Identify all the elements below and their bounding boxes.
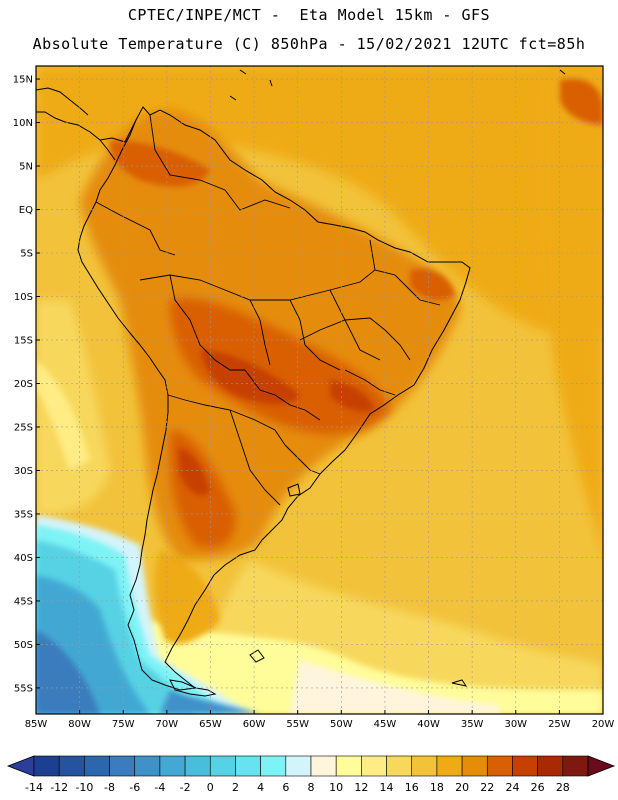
country-borders bbox=[95, 114, 441, 506]
colorbar-label: -8 bbox=[104, 781, 115, 794]
colorbar-swatch bbox=[58, 755, 85, 777]
colorbar-swatch bbox=[33, 755, 60, 777]
lon-label: 40W bbox=[417, 719, 440, 730]
colorbar-swatch bbox=[159, 755, 186, 777]
colorbar bbox=[6, 755, 616, 777]
colorbar-swatch bbox=[461, 755, 488, 777]
lat-label: 30S bbox=[14, 466, 33, 477]
lon-label: 35W bbox=[461, 719, 484, 730]
lat-label: 10S bbox=[14, 292, 33, 303]
colorbar-label: 28 bbox=[556, 781, 570, 794]
lat-label: 15S bbox=[14, 335, 33, 346]
lat-label: EQ bbox=[19, 205, 33, 216]
lat-label: 10N bbox=[13, 118, 33, 129]
lon-label: 65W bbox=[199, 719, 222, 730]
colorbar-label: -10 bbox=[75, 781, 93, 794]
colorbar-swatch bbox=[285, 755, 312, 777]
lat-label: 25S bbox=[14, 422, 33, 433]
lat-label: 40S bbox=[14, 553, 33, 564]
colorbar-swatch bbox=[84, 755, 110, 777]
colorbar-swatch bbox=[335, 755, 362, 777]
colorbar-swatch bbox=[562, 755, 589, 777]
colorbar-label: -4 bbox=[154, 781, 165, 794]
map-frame bbox=[35, 65, 604, 715]
lat-label: 55S bbox=[14, 683, 33, 694]
colorbar-label: 4 bbox=[257, 781, 264, 794]
colorbar-label: -14 bbox=[25, 781, 43, 794]
lat-label: 35S bbox=[14, 509, 33, 520]
lon-label: 55W bbox=[286, 719, 309, 730]
colorbar-swatch bbox=[361, 755, 387, 777]
colorbar-swatch bbox=[134, 755, 161, 777]
lat-label: 5N bbox=[19, 162, 33, 173]
colorbar-swatch bbox=[235, 755, 261, 777]
colorbar-label: -12 bbox=[50, 781, 68, 794]
colorbar-swatch bbox=[537, 755, 564, 777]
lat-label: 20S bbox=[14, 379, 33, 390]
colorbar-label: 10 bbox=[329, 781, 343, 794]
colorbar-label: 22 bbox=[480, 781, 494, 794]
colorbar-label: 18 bbox=[430, 781, 444, 794]
colorbar-label: 2 bbox=[232, 781, 239, 794]
colorbar-label: 0 bbox=[207, 781, 214, 794]
lon-label: 45W bbox=[374, 719, 397, 730]
colorbar-swatch bbox=[260, 755, 287, 777]
temperature-field bbox=[36, 66, 603, 714]
title-line-2: Absolute Temperature (C) 850hPa - 15/02/… bbox=[32, 35, 586, 53]
colorbar-label: 12 bbox=[354, 781, 368, 794]
lon-label: 70W bbox=[156, 719, 179, 730]
colorbar-label: 20 bbox=[455, 781, 469, 794]
lon-label: 85W bbox=[25, 719, 48, 730]
colorbar-swatch bbox=[386, 755, 413, 777]
colorbar-label: 8 bbox=[308, 781, 315, 794]
latitude-labels: 15N 10N 5N EQ 5S 10S 15S 20S 25S 30S 35S 40S 45S 50S 5… bbox=[13, 75, 40, 694]
colorbar-label: -6 bbox=[129, 781, 140, 794]
lon-label: 80W bbox=[68, 719, 91, 730]
colorbar-swatch bbox=[436, 755, 463, 777]
longitude-labels: 85W 80W 75W 70W 65W 60W 55W 50W 45W 40W 35W 30W 25W 2… bbox=[25, 710, 615, 730]
colorbar-label: 24 bbox=[505, 781, 519, 794]
lon-label: 30W bbox=[504, 719, 527, 730]
colorbar-label: 26 bbox=[531, 781, 545, 794]
colorbar-swatch bbox=[109, 755, 136, 777]
title-line-1: CPTEC/INPE/MCT - Eta Model 15km - GFS bbox=[127, 6, 491, 24]
colorbar-swatch bbox=[310, 755, 337, 777]
colorbar-swatch bbox=[411, 755, 438, 777]
colorbar-over-arrow bbox=[587, 755, 616, 777]
colorbar-swatch bbox=[486, 755, 513, 777]
colorbar-swatch bbox=[512, 755, 538, 777]
colorbar-label: 14 bbox=[380, 781, 394, 794]
colorbar-under-arrow bbox=[6, 755, 35, 777]
lat-label: 50S bbox=[14, 640, 33, 651]
lat-label: 15N bbox=[13, 75, 33, 86]
lon-label: 50W bbox=[330, 719, 353, 730]
lon-label: 25W bbox=[548, 719, 571, 730]
lon-label: 60W bbox=[243, 719, 266, 730]
coastline bbox=[35, 69, 566, 697]
colorbar-labels: -14 -12 -10 -8 -6 -4 -2 0 2 4 6 8 10 12 14 16 18 20 22 24 26… bbox=[25, 781, 570, 794]
colorbar-swatch bbox=[209, 755, 236, 777]
lon-label: 20W bbox=[592, 719, 615, 730]
colorbar-swatch bbox=[184, 755, 211, 777]
colorbar-label: 6 bbox=[282, 781, 289, 794]
lat-label: 5S bbox=[20, 249, 33, 260]
colorbar-label: 16 bbox=[405, 781, 419, 794]
colorbar-label: -2 bbox=[180, 781, 191, 794]
lat-label: 45S bbox=[14, 596, 33, 607]
lon-label: 75W bbox=[112, 719, 135, 730]
